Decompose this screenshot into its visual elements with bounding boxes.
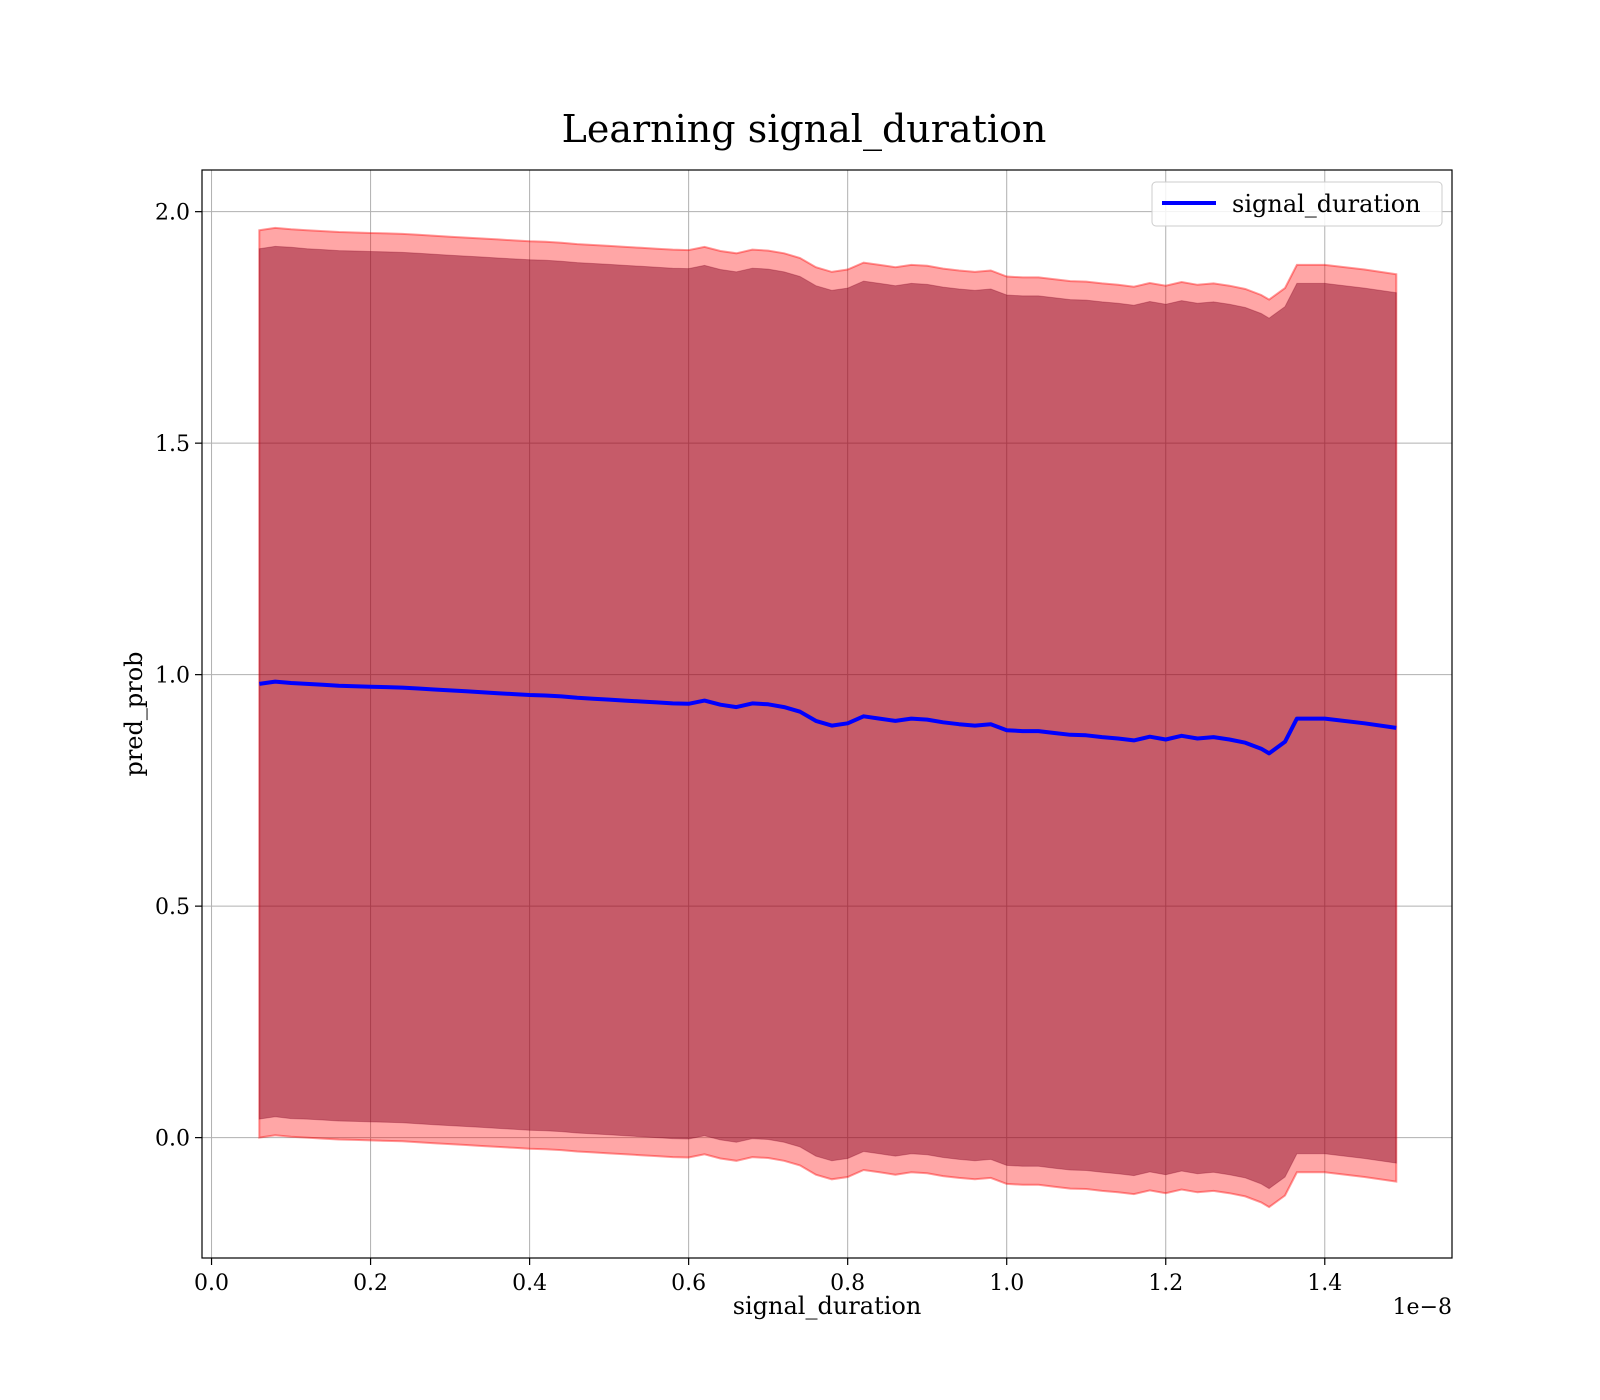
legend: signal_duration (1151, 181, 1443, 227)
confidence-bands (258, 226, 1398, 1209)
legend-label-signal-duration: signal_duration (1232, 190, 1421, 218)
y-axis-ticks: 0.0 0.5 1.0 1.5 2.0 (155, 201, 202, 1152)
x-tick-label: 1.4 (1307, 1271, 1342, 1296)
series-lines (259, 679, 1397, 756)
x-tick-label: 1.2 (1148, 1271, 1183, 1296)
x-axis-label: signal_duration (733, 1292, 922, 1320)
x-tick-label: 0.6 (671, 1271, 706, 1296)
legend-box (1151, 181, 1443, 227)
y-tick-label: 1.5 (155, 432, 190, 457)
plot-frame (201, 169, 1453, 1259)
x-tick-label: 0.8 (830, 1271, 865, 1296)
x-tick-label: 0.2 (353, 1271, 388, 1296)
y-tick-label: 0.5 (155, 895, 190, 920)
inner-band-area (258, 245, 1397, 1190)
x-tick-label: 1.0 (989, 1271, 1024, 1296)
series-line-signal-duration (259, 679, 1397, 756)
y-tick-label: 0.0 (155, 1127, 190, 1152)
y-tick-label: 1.0 (155, 664, 190, 689)
y-tick-label: 2.0 (155, 201, 190, 226)
outer-band-area (258, 226, 1398, 1209)
x-axis-ticks: 0.0 0.2 0.4 0.6 0.8 1.0 1.2 1.4 (194, 1258, 1342, 1296)
y-axis-label: pred_prob (120, 651, 148, 776)
x-tick-label: 0.4 (512, 1271, 547, 1296)
chart-title: Learning signal_duration (562, 107, 1047, 152)
x-axis-offset-label: 1e−8 (1393, 1295, 1452, 1320)
x-tick-label: 0.0 (194, 1271, 229, 1296)
